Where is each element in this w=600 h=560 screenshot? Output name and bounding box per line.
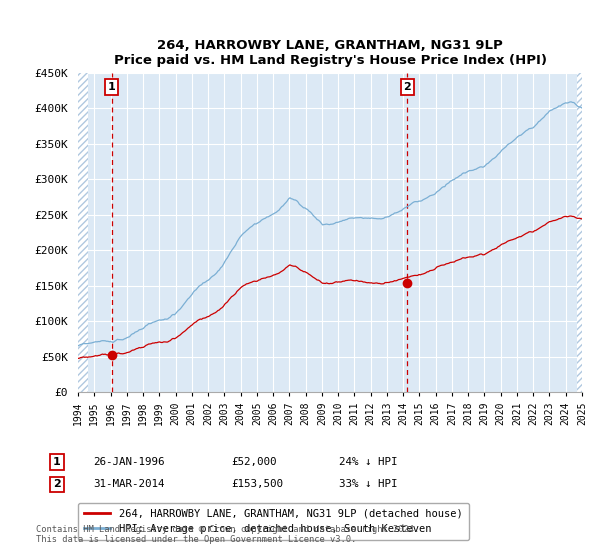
Text: 2: 2 xyxy=(403,82,411,92)
Text: 1: 1 xyxy=(108,82,116,92)
Legend: 264, HARROWBY LANE, GRANTHAM, NG31 9LP (detached house), HPI: Average price, det: 264, HARROWBY LANE, GRANTHAM, NG31 9LP (… xyxy=(78,502,469,540)
Bar xyxy=(577,73,585,392)
Title: 264, HARROWBY LANE, GRANTHAM, NG31 9LP
Price paid vs. HM Land Registry's House P: 264, HARROWBY LANE, GRANTHAM, NG31 9LP P… xyxy=(113,39,547,67)
Text: Contains HM Land Registry data © Crown copyright and database right 2024.
This d: Contains HM Land Registry data © Crown c… xyxy=(36,525,419,544)
Bar xyxy=(78,73,88,392)
Text: 31-MAR-2014: 31-MAR-2014 xyxy=(93,479,164,489)
Text: 2: 2 xyxy=(53,479,61,489)
Text: 24% ↓ HPI: 24% ↓ HPI xyxy=(339,457,397,467)
Text: 26-JAN-1996: 26-JAN-1996 xyxy=(93,457,164,467)
Text: £153,500: £153,500 xyxy=(231,479,283,489)
Text: 1: 1 xyxy=(53,457,61,467)
Text: 33% ↓ HPI: 33% ↓ HPI xyxy=(339,479,397,489)
Text: £52,000: £52,000 xyxy=(231,457,277,467)
